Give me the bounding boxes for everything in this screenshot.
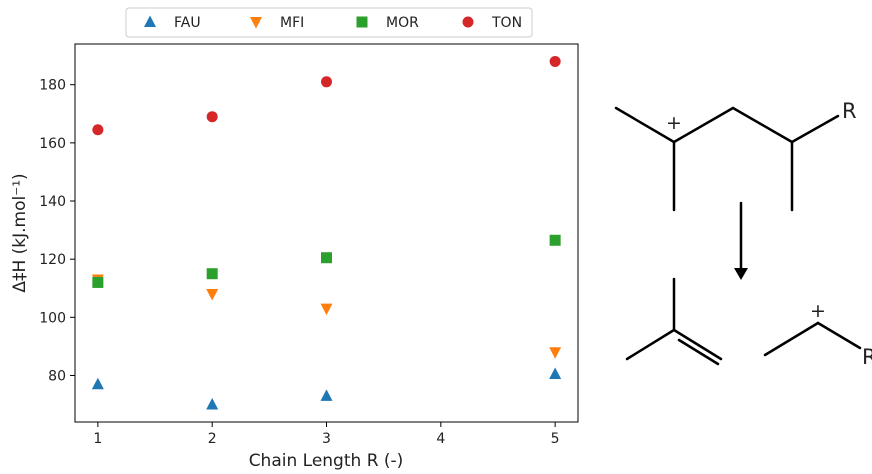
bond: [763, 321, 820, 357]
double-bond: [672, 328, 723, 361]
legend-marker-fau: [144, 15, 156, 27]
x-tick-label: 3: [322, 431, 331, 447]
bond: [790, 114, 840, 144]
data-point-mor: [206, 268, 218, 280]
plot-frame: [74, 43, 579, 423]
legend: FAU MFI MOR TON: [125, 7, 533, 38]
reaction-scheme: [614, 106, 862, 366]
y-axis: 80 100 120 140 160 180: [39, 78, 75, 384]
y-axis-label: Δ‡H (kJ.mol⁻¹): [10, 173, 30, 292]
bond: [816, 321, 862, 350]
data-point-mfi: [549, 347, 562, 359]
y-tick-label: 180: [39, 78, 66, 94]
y-tick-label: 100: [39, 310, 66, 326]
y-tick-label: 80: [48, 368, 66, 384]
data-point-ton: [206, 111, 218, 123]
reaction-arrow-head: [734, 268, 748, 280]
bond: [731, 106, 794, 144]
x-axis: 1 2 3 4 5: [93, 422, 560, 447]
data-point-fau: [91, 377, 104, 390]
data-points: [91, 55, 562, 410]
top-charge-label: +: [666, 112, 682, 134]
data-point-mfi: [320, 303, 333, 316]
bottom-charge-label: +: [810, 300, 826, 322]
x-tick-label: 5: [551, 431, 560, 447]
legend-marker-mfi: [250, 17, 262, 29]
legend-label-fau: FAU: [174, 15, 201, 31]
y-tick-label: 120: [39, 252, 66, 268]
y-tick-label: 140: [39, 194, 66, 210]
data-point-mfi: [206, 289, 219, 301]
double-bond: [677, 338, 720, 366]
top-R-label: R: [842, 99, 857, 123]
data-point-fau: [549, 367, 562, 380]
data-point-ton: [549, 55, 561, 67]
data-point-mor: [321, 252, 332, 264]
data-point-fau: [206, 398, 219, 410]
legend-label-mfi: MFI: [280, 15, 304, 31]
legend-label-ton: TON: [491, 15, 522, 31]
data-point-ton: [92, 124, 104, 136]
bond: [625, 328, 676, 361]
data-point-mor: [549, 234, 561, 246]
bottom-R-label: R: [862, 345, 872, 369]
data-point-ton: [321, 76, 332, 88]
data-point-mor: [92, 276, 104, 288]
legend-marker-mor: [356, 16, 368, 28]
legend-label-mor: MOR: [386, 15, 419, 31]
x-tick-label: 4: [436, 431, 445, 447]
y-tick-label: 160: [39, 136, 66, 152]
legend-box: [125, 7, 533, 38]
data-point-fau: [320, 389, 333, 401]
x-tick-label: 1: [93, 431, 102, 447]
legend-marker-ton: [462, 16, 474, 28]
x-axis-label: Chain Length R (-): [249, 451, 404, 470]
x-tick-label: 2: [208, 431, 217, 447]
bond: [614, 106, 676, 144]
bond: [672, 106, 735, 144]
